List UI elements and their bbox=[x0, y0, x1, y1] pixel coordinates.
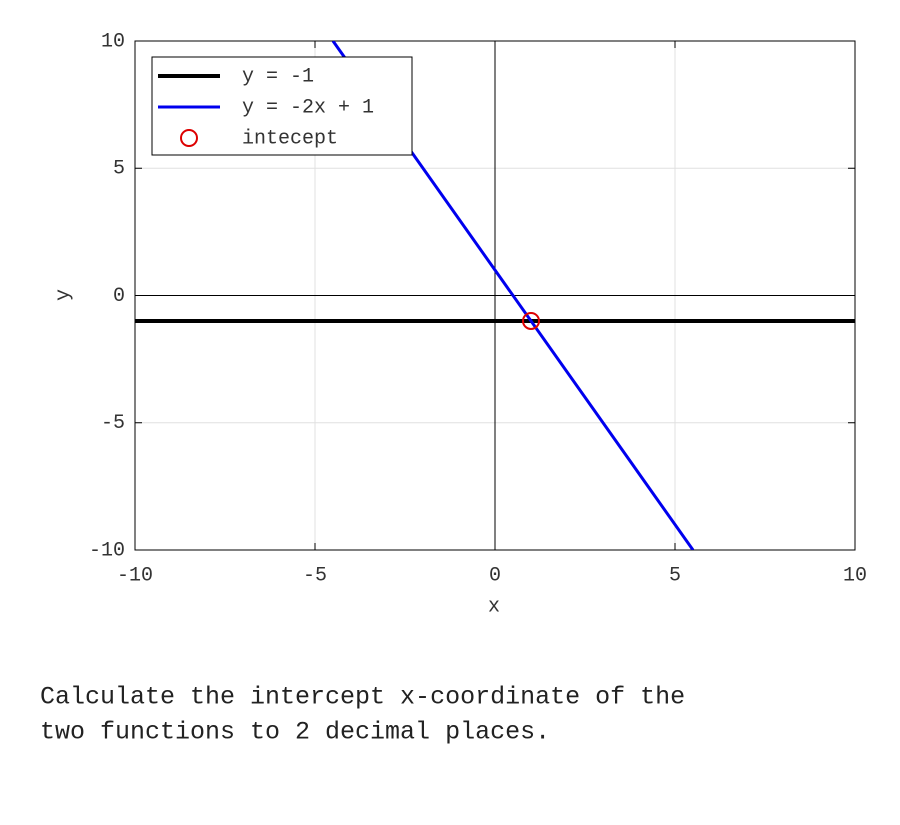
y-axis-label: y bbox=[52, 289, 75, 301]
x-tick-label: 0 bbox=[489, 564, 501, 587]
x-tick-label: -5 bbox=[303, 564, 327, 587]
y-tick-label: 0 bbox=[113, 285, 125, 308]
y-tick-label: -5 bbox=[101, 412, 125, 435]
x-axis-label: x bbox=[488, 595, 500, 618]
x-tick-label: 5 bbox=[669, 564, 681, 587]
data-point bbox=[522, 311, 540, 330]
x-tick-label: 10 bbox=[843, 564, 867, 587]
legend-marker bbox=[180, 129, 198, 147]
y-tick-label: -10 bbox=[89, 539, 125, 562]
question-line: two functions to 2 decimal places. bbox=[40, 718, 550, 747]
plot-frame bbox=[134, 40, 856, 551]
y-tick-label: 10 bbox=[101, 30, 125, 53]
legend-label: intecept bbox=[242, 127, 338, 150]
legend-label: y = -2x + 1 bbox=[242, 96, 374, 119]
x-tick-label: -10 bbox=[117, 564, 153, 587]
y-tick-label: 5 bbox=[113, 158, 125, 181]
question-line: Calculate the intercept x-coordinate of … bbox=[40, 683, 685, 712]
legend-label: y = -1 bbox=[242, 65, 314, 88]
